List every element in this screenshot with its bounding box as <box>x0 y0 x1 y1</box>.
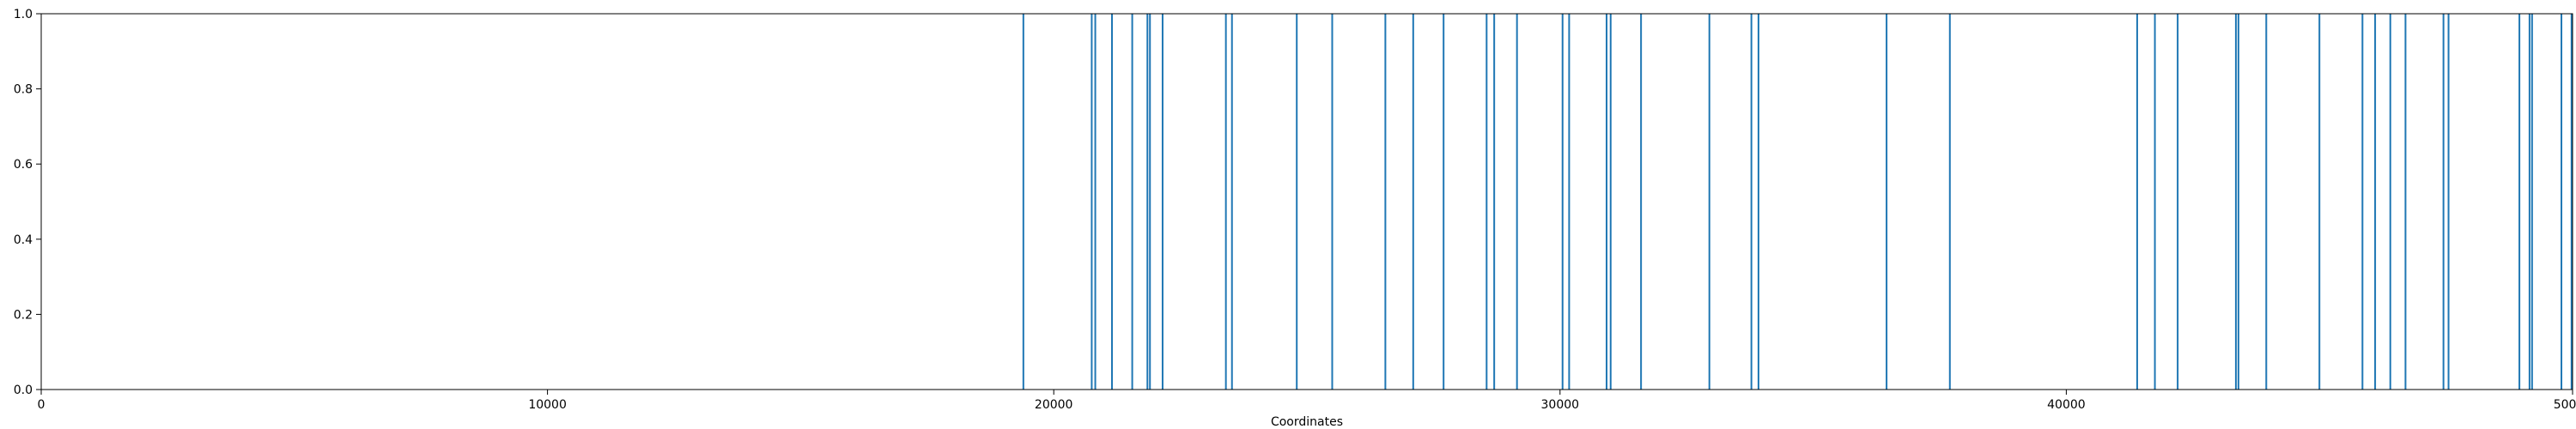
bar <box>1493 14 1496 390</box>
bar <box>1384 14 1387 390</box>
bar <box>1224 14 1227 390</box>
bar <box>2177 14 2179 390</box>
bar <box>2234 14 2237 390</box>
bar <box>2518 14 2521 390</box>
bar <box>1331 14 1334 390</box>
y-tick-label: 0.6 <box>14 158 33 172</box>
bar <box>2442 14 2445 390</box>
bar <box>2154 14 2156 390</box>
bar <box>1485 14 1488 390</box>
plot-frame <box>40 13 2573 390</box>
bar <box>1708 14 1710 390</box>
bar <box>1022 14 1024 390</box>
bar <box>1886 14 1888 390</box>
bar <box>1750 14 1753 390</box>
bar <box>1131 14 1133 390</box>
bar <box>1412 14 1414 390</box>
bar <box>2237 14 2239 390</box>
ticks-layer: 0 10000 20000 30000 40000 50000 0.0 0.2 0.4 0.6 0.… <box>14 8 2576 412</box>
bar <box>1149 14 1151 390</box>
bar <box>2447 14 2450 390</box>
bar <box>1757 14 1759 390</box>
bar <box>2389 14 2391 390</box>
bar <box>2374 14 2377 390</box>
bar <box>1146 14 1149 390</box>
bar <box>2265 14 2268 390</box>
bar <box>1606 14 1608 390</box>
y-tick-label: 0.8 <box>14 83 33 97</box>
bar <box>2530 14 2533 390</box>
bar <box>1230 14 1233 390</box>
bar <box>1091 14 1093 390</box>
x-axis-label: Coordinates <box>1271 415 1343 429</box>
x-tick-label: 40000 <box>2047 398 2086 412</box>
bar <box>1296 14 1298 390</box>
bar <box>1948 14 1951 390</box>
x-tick-label: 30000 <box>1541 398 1580 412</box>
y-tick-label: 0.4 <box>14 233 33 247</box>
bars-layer <box>1022 14 2573 390</box>
bar <box>1609 14 1612 390</box>
bar <box>2361 14 2364 390</box>
bar <box>2318 14 2321 390</box>
x-tick-label: 20000 <box>1035 398 1073 412</box>
x-tick-label: 10000 <box>528 398 567 412</box>
bar <box>1443 14 1445 390</box>
bar <box>1094 14 1097 390</box>
bar <box>1516 14 1518 390</box>
bar <box>2136 14 2138 390</box>
y-tick-label: 1.0 <box>14 8 33 21</box>
y-tick-label: 0.2 <box>14 308 33 322</box>
y-tick-label: 0.0 <box>14 384 33 397</box>
bar <box>1111 14 1113 390</box>
bar <box>2561 14 2563 390</box>
x-tick-label: 0 <box>38 398 46 412</box>
bar <box>1640 14 1643 390</box>
x-tick-label: 50000 <box>2554 398 2576 412</box>
bar <box>1568 14 1571 390</box>
bar <box>1561 14 1564 390</box>
bar <box>1161 14 1163 390</box>
bar <box>2404 14 2407 390</box>
bar <box>2570 14 2573 390</box>
bar <box>2528 14 2530 390</box>
